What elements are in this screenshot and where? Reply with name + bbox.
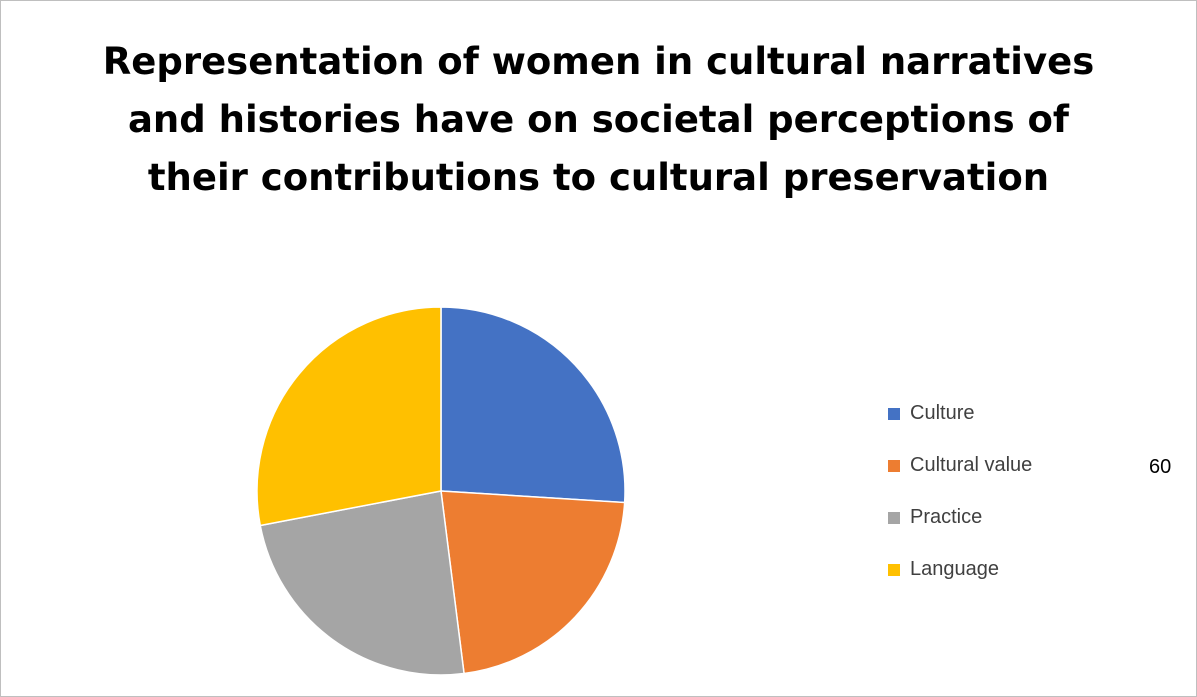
pie-slice-practice (259, 490, 465, 676)
pie-slices (256, 306, 626, 676)
legend-label: Practice (910, 506, 983, 528)
legend-swatch (888, 460, 900, 472)
legend-item: Language (888, 554, 1188, 584)
legend-item: Practice (888, 502, 1188, 532)
legend-label: Culture (910, 402, 975, 424)
chart-title: Representation of women in cultural narr… (102, 40, 1095, 199)
pie-slice-culture (440, 306, 626, 504)
stray-value-label: 60 (1149, 456, 1172, 478)
legend-item: Culture (888, 398, 1188, 428)
legend-swatch (888, 564, 900, 576)
legend-label: Cultural value (910, 454, 1033, 476)
pie-slice-cultural-value (440, 490, 626, 675)
legend-label: Language (910, 558, 999, 580)
pie-slice-language (256, 306, 442, 527)
legend-item: Cultural value (888, 450, 1188, 480)
legend-swatch (888, 512, 900, 524)
legend-swatch (888, 408, 900, 420)
